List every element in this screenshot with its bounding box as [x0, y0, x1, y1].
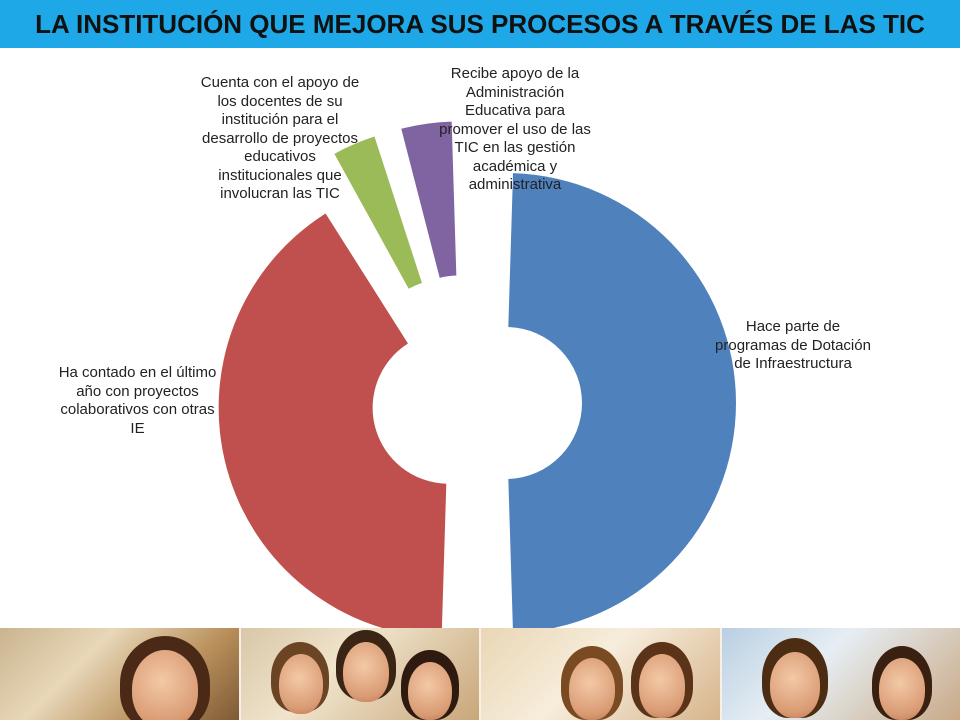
slice-proyectos-colaborativos	[218, 213, 447, 628]
photo-panel-students-group	[238, 628, 479, 720]
slide-title: LA INSTITUCIÓN QUE MEJORA SUS PROCESOS A…	[35, 8, 925, 39]
slice-apoyo-administracion	[401, 121, 457, 278]
photo-panel-classroom	[0, 628, 239, 720]
photo-panel-students-smiling	[479, 628, 720, 720]
slice-infraestructura-label: Hace parte de programas de Dotación de I…	[715, 318, 871, 372]
slice-infraestructura	[508, 173, 736, 628]
slice-proyectos-colaborativos-label: Ha contado en el último año con proyecto…	[58, 364, 217, 437]
photo-strip	[0, 628, 960, 720]
title-bar: LA INSTITUCIÓN QUE MEJORA SUS PROCESOS A…	[0, 0, 960, 48]
slice-apoyo-docentes	[334, 136, 422, 289]
doughnut-chart	[218, 121, 736, 628]
slice-apoyo-docentes-label: Cuenta con el apoyo de los docentes de s…	[200, 74, 360, 202]
photo-panel-child-reading	[719, 628, 960, 720]
slice-apoyo-administracion-label: Recibe apoyo de la Administración Educat…	[439, 65, 591, 193]
